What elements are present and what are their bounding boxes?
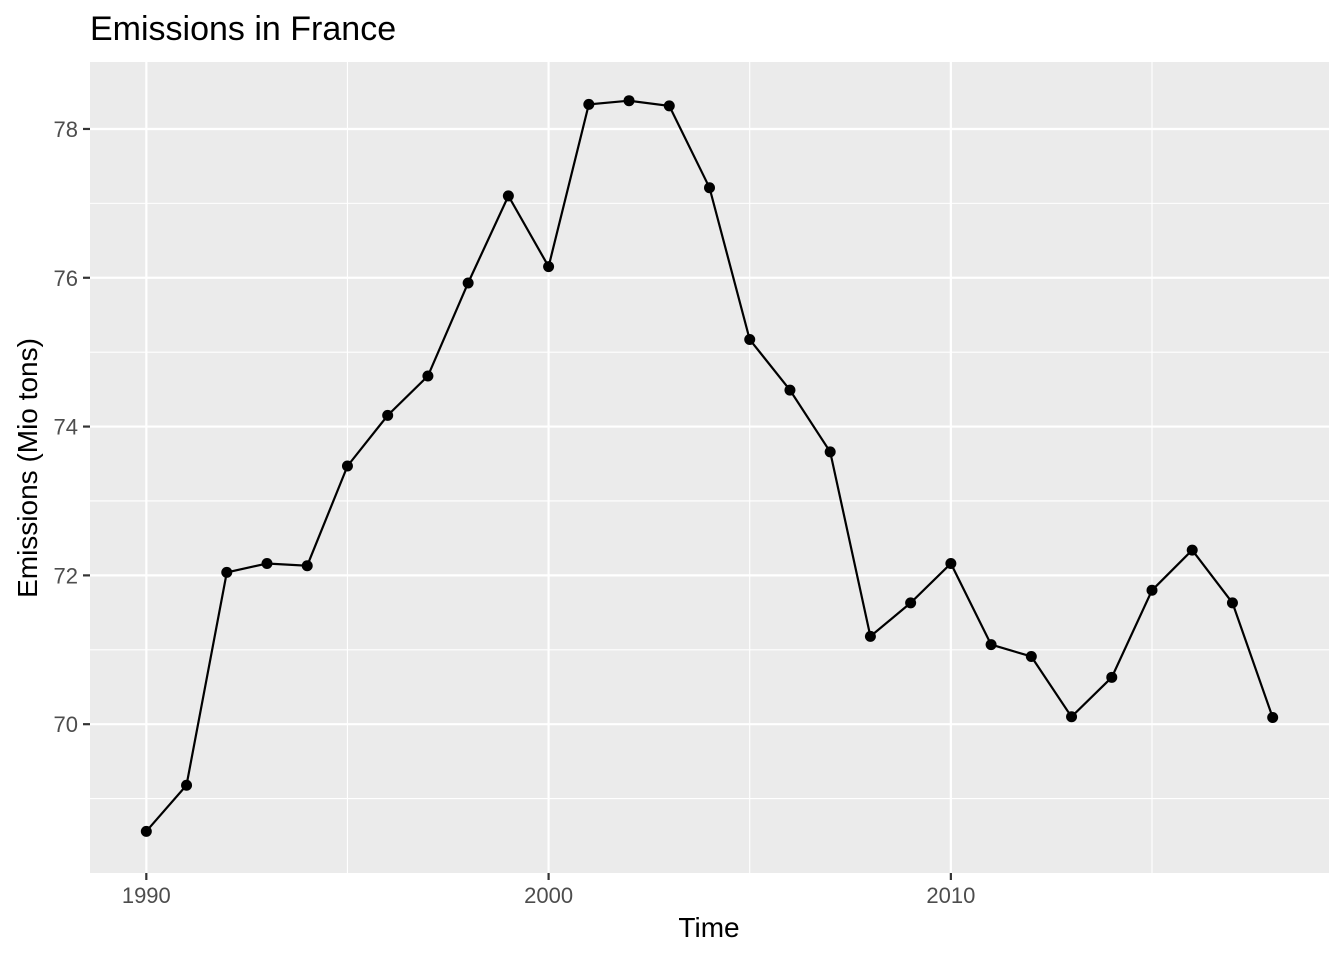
data-point (623, 95, 635, 107)
data-point (1267, 711, 1279, 723)
data-point (1066, 711, 1078, 723)
data-point (462, 277, 474, 289)
data-point (824, 446, 836, 458)
data-point (864, 630, 876, 642)
minor-grid (90, 62, 1329, 873)
y-tick-label: 76 (54, 266, 78, 291)
y-axis: 70 72 74 76 78 (54, 117, 90, 737)
data-point (422, 370, 434, 382)
data-point (1226, 597, 1238, 609)
y-axis-title: Emissions (Mio tons) (12, 338, 43, 598)
data-point (221, 566, 233, 578)
data-point (543, 261, 555, 273)
data-point (341, 460, 353, 472)
plot-panel (90, 62, 1329, 873)
data-point (985, 639, 997, 651)
data-point (301, 560, 313, 572)
data-point (1106, 671, 1118, 683)
x-tick-label: 2000 (524, 883, 573, 908)
data-point (1186, 544, 1198, 556)
data-point (181, 779, 193, 791)
data-point (1146, 584, 1158, 596)
data-point (1025, 650, 1037, 662)
data-point (905, 597, 917, 609)
y-tick-label: 72 (54, 563, 78, 588)
x-axis: 1990 2000 2010 (122, 873, 975, 908)
y-tick-label: 78 (54, 117, 78, 142)
data-point (382, 409, 394, 421)
data-point (583, 98, 595, 110)
x-tick-label: 2010 (926, 883, 975, 908)
x-tick-label: 1990 (122, 883, 171, 908)
data-point (502, 190, 514, 202)
x-axis-title: Time (678, 912, 739, 943)
y-tick-label: 70 (54, 712, 78, 737)
data-point (140, 825, 152, 837)
data-point (744, 334, 756, 346)
data-point (663, 100, 675, 112)
data-point (945, 557, 957, 569)
data-point (261, 557, 273, 569)
series (140, 95, 1279, 837)
data-point (704, 182, 715, 194)
chart-title: Emissions in France (90, 10, 396, 48)
y-tick-label: 74 (54, 415, 78, 440)
data-point (784, 384, 796, 396)
major-grid (90, 62, 1329, 873)
